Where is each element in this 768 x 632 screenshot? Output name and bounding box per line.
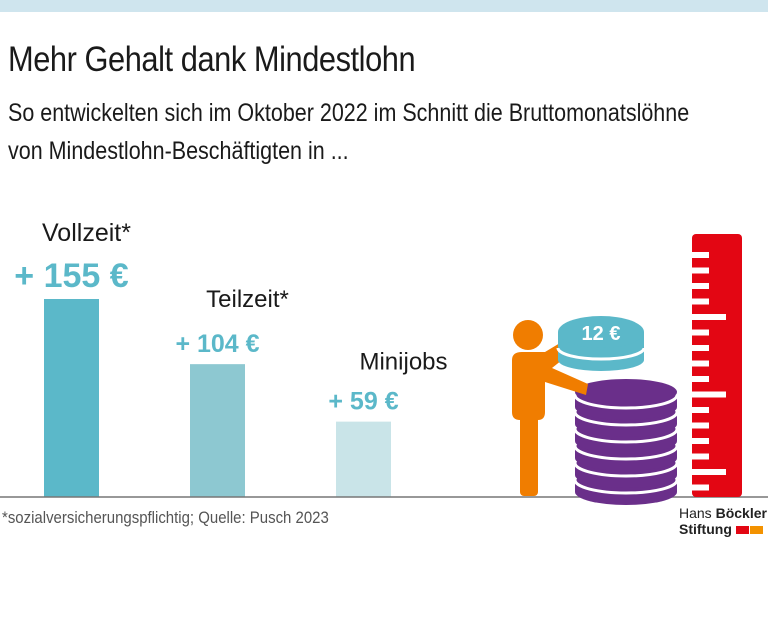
chart-subtitle: So entwickelten sich im Oktober 2022 im … [8, 94, 689, 170]
category-label-1: Vollzeit* [42, 219, 131, 247]
value-label-3: + 59 € [328, 388, 398, 416]
ruler-icon [692, 234, 742, 497]
person-icon [512, 320, 588, 496]
coin-stack-icon [573, 379, 679, 505]
subtitle-line-2: von Mindestlohn-Beschäftigten in ... [8, 137, 349, 165]
coin-12-euro-icon: 12 € [556, 316, 646, 371]
category-label-2: Teilzeit* [206, 286, 289, 313]
bar-2 [190, 364, 245, 497]
footnote: *sozialversicherungspflichtig; Quelle: P… [2, 508, 329, 527]
bar-1 [44, 299, 99, 497]
bars-group: + 155 € Vollzeit* + 104 € Teilzeit* + 59 € Mi… [14, 219, 448, 497]
illustration: 12 € [512, 234, 742, 505]
value-label-2: + 104 € [175, 330, 259, 358]
chart-title: Mehr Gehalt dank Mindestlohn [8, 40, 416, 79]
coin-label: 12 € [582, 323, 621, 345]
value-label-1: + 155 € [14, 257, 128, 295]
subtitle-line-1: So entwickelten sich im Oktober 2022 im … [8, 99, 690, 127]
bar-3 [336, 421, 391, 497]
category-label-3: Minijobs [359, 349, 447, 376]
hans-boeckler-stiftung-logo: Hans Böckler Stiftung [679, 505, 767, 537]
top-strip [0, 0, 768, 12]
